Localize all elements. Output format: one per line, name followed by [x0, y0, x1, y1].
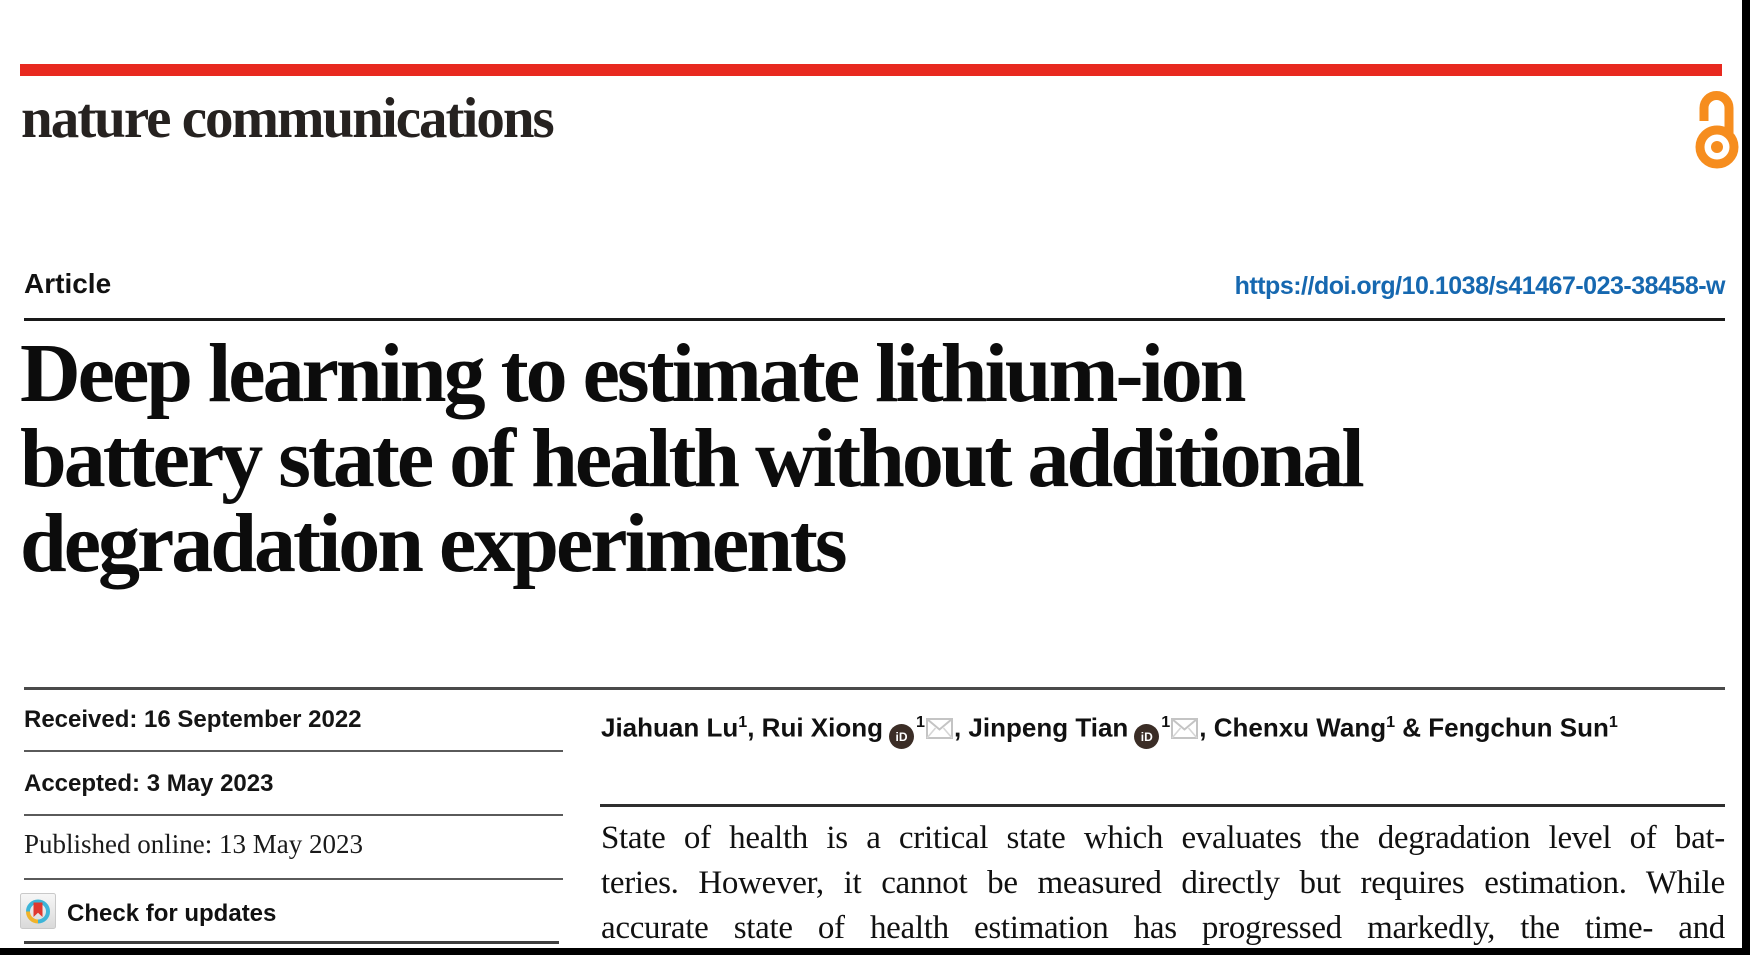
- author-name: Fengchun Sun: [1428, 712, 1609, 743]
- abstract-text: State of health is a critical state whic…: [601, 816, 1725, 951]
- title-line-1: Deep learning to estimate lithium-ion: [20, 327, 1247, 420]
- orcid-icon[interactable]: iD: [889, 724, 914, 750]
- abstract-line-2: teries. However, it cannot be measured d…: [601, 865, 1725, 901]
- crossmark-icon: [20, 893, 56, 934]
- affiliation-sup: 1: [1161, 713, 1171, 731]
- author-separator: &: [1395, 712, 1429, 743]
- page-right-border: [1742, 0, 1750, 955]
- email-icon[interactable]: [1171, 715, 1199, 745]
- check-for-updates-label: Check for updates: [67, 899, 277, 927]
- affiliation-sup: 1: [1386, 713, 1396, 731]
- title-line-2: battery state of health without addition…: [20, 412, 1365, 505]
- meta-divider: [24, 878, 563, 880]
- header-rule: [24, 318, 1725, 321]
- accepted-date: Accepted: 3 May 2023: [24, 770, 274, 797]
- page-bottom-border: [0, 948, 1750, 955]
- check-for-updates-button[interactable]: Check for updates: [20, 893, 276, 934]
- email-icon[interactable]: [925, 715, 953, 745]
- meta-bottom-rule: [24, 941, 559, 944]
- author-name: Rui Xiong: [761, 712, 883, 743]
- title-line-3: degradation experiments: [20, 497, 848, 590]
- published-online-date: Published online: 13 May 2023: [24, 829, 363, 859]
- authors-line: Jiahuan Lu1, Rui Xiong iD1, Jinpeng Tian i…: [601, 702, 1731, 750]
- author-name: Jiahuan Lu: [601, 712, 739, 743]
- author-separator: ,: [1199, 712, 1214, 743]
- article-title: Deep learning to estimate lithium-ion ba…: [20, 331, 1660, 586]
- open-access-icon: [1692, 85, 1742, 173]
- columns-top-rule: [24, 687, 1725, 690]
- orcid-icon[interactable]: iD: [1134, 724, 1160, 750]
- abstract-line-1: State of health is a critical state whic…: [601, 820, 1725, 856]
- author-name: Chenxu Wang: [1213, 712, 1387, 743]
- abstract-top-rule: [600, 804, 1725, 807]
- affiliation-sup: 1: [1608, 713, 1618, 731]
- author-separator: ,: [953, 712, 969, 743]
- meta-divider: [24, 814, 563, 816]
- article-type-label: Article: [24, 268, 112, 299]
- author-separator: ,: [747, 712, 762, 743]
- abstract-line-3: accurate state of health estimation has …: [601, 910, 1725, 946]
- meta-divider: [24, 750, 563, 752]
- affiliation-sup: 1: [916, 713, 925, 731]
- received-date: Received: 16 September 2022: [24, 706, 362, 733]
- doi-link[interactable]: https://doi.org/10.1038/s41467-023-38458…: [1234, 272, 1726, 300]
- journal-logo: nature communications: [21, 87, 555, 150]
- affiliation-sup: 1: [738, 713, 748, 731]
- masthead-red-bar: [20, 64, 1722, 76]
- author-name: Jinpeng Tian: [968, 712, 1129, 743]
